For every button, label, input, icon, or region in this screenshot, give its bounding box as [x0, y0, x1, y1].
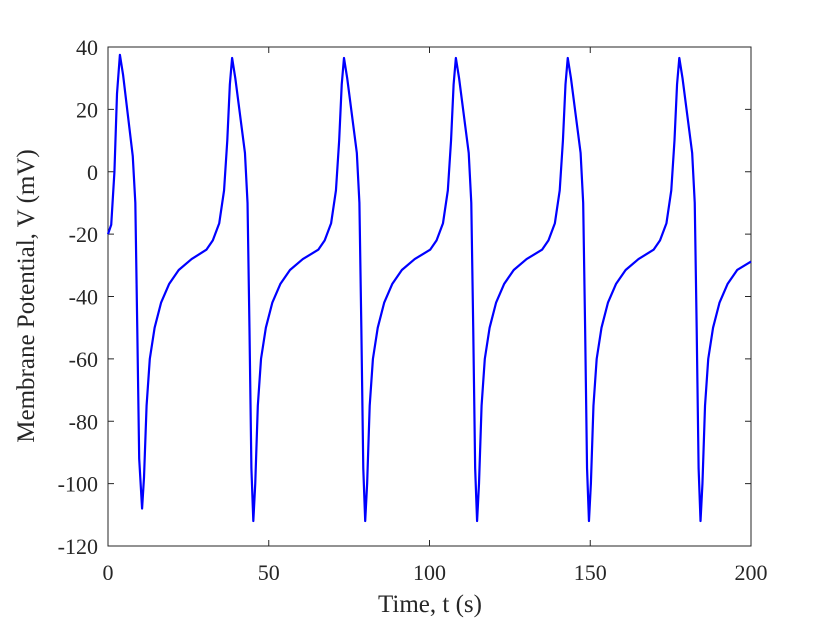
y-tick-label: -40 — [69, 285, 98, 310]
x-tick-label: 100 — [413, 560, 446, 585]
x-tick-label: 0 — [103, 560, 114, 585]
y-tick-label: -20 — [69, 222, 98, 247]
x-tick-label: 150 — [574, 560, 607, 585]
x-tick-label: 50 — [258, 560, 280, 585]
y-tick-label: -60 — [69, 347, 98, 372]
x-axis-label: Time, t (s) — [378, 591, 482, 618]
axes-frame — [107, 46, 752, 547]
line-series — [106, 53, 752, 523]
y-tick-label: 40 — [76, 35, 98, 60]
y-tick-label: -80 — [69, 409, 98, 434]
y-tick-label: 20 — [76, 97, 98, 122]
y-tick-label: 0 — [87, 160, 98, 185]
y-tick-label: -120 — [58, 534, 98, 559]
y-axis-label: Membrane Potential, V (mV) — [13, 149, 40, 442]
x-tick-label: 200 — [735, 560, 768, 585]
y-tick-label: -100 — [58, 472, 98, 497]
